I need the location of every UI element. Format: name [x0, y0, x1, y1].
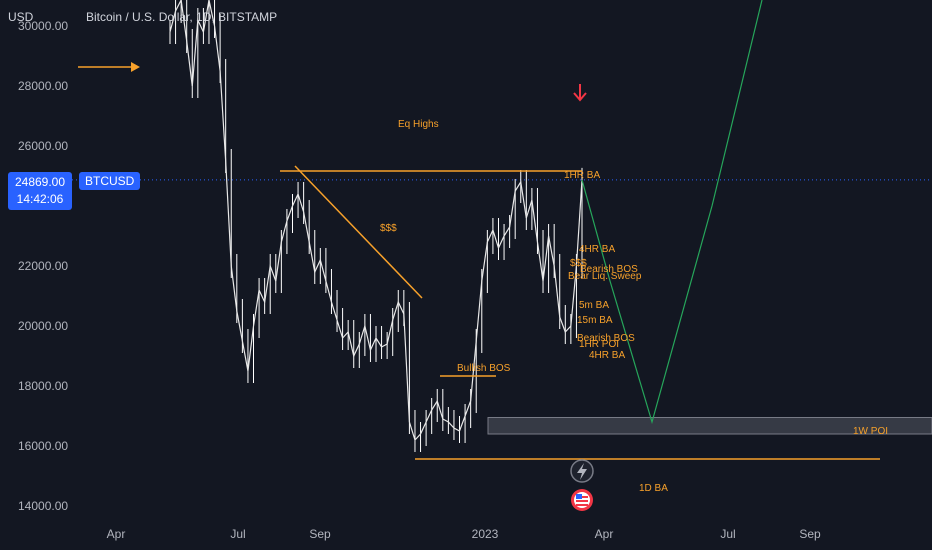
y-tick-label: 16000.00 — [18, 439, 68, 453]
y-tick-label: 26000.00 — [18, 139, 68, 153]
annotation-1hr-poi: 1HR POI — [579, 339, 619, 350]
down-arrow-icon — [573, 84, 587, 102]
y-tick-label: 14000.00 — [18, 499, 68, 513]
y-tick-label: 30000.00 — [18, 19, 68, 33]
current-price-tag: 24869.00 14:42:06 — [8, 172, 72, 210]
annotation-bearish-bos-2: Bearish BOS — [577, 333, 635, 344]
x-tick-label: Apr — [107, 527, 126, 541]
poi-zone — [487, 417, 932, 435]
trendline — [294, 165, 423, 299]
price-line — [169, 0, 583, 442]
current-price-value: 24869.00 — [14, 175, 66, 189]
x-tick-label: Jul — [720, 527, 735, 541]
annotation-liquidity-1: $$$ — [380, 223, 397, 234]
x-tick-label: Sep — [799, 527, 821, 541]
annotation-5m-ba: 5m BA — [579, 300, 609, 311]
arrow-left-head — [131, 62, 140, 72]
annotation-1w-poi: 1W POI — [853, 426, 888, 437]
annotation-1d-ba: 1D BA — [639, 483, 668, 494]
bar-countdown: 14:42:06 — [16, 192, 64, 206]
x-tick-label: Jul — [230, 527, 245, 541]
y-axis: 14000.00 16000.00 18000.00 20000.00 22000.00… — [18, 19, 68, 513]
x-axis: Apr Jul Sep 2023 Apr Jul Sep — [107, 527, 821, 541]
x-tick-label: Sep — [309, 527, 331, 541]
x-tick-label: 2023 — [472, 527, 499, 541]
symbol-tag: BTCUSD — [79, 172, 141, 190]
y-tick-label: 18000.00 — [18, 379, 68, 393]
annotation-4hr-ba-2: 4HR BA — [589, 350, 625, 361]
annotation-bullish-bos: Bullish BOS — [457, 363, 511, 374]
annotation-1hr-ba: 1HR BA — [564, 170, 600, 181]
price-series — [169, 0, 583, 452]
x-tick-label: Apr — [595, 527, 614, 541]
symbol-title[interactable]: Bitcoin / U.S. Dollar, 1D, BITSTAMP — [86, 10, 278, 24]
annotation-4hr-ba-1: 4HR BA — [579, 244, 615, 255]
y-tick-label: 28000.00 — [18, 79, 68, 93]
us-flag-icon[interactable] — [571, 489, 593, 511]
annotation-bearish-bos-1: Bearish BOS — [580, 264, 638, 275]
annotation-liquidity-2: $$$ — [570, 258, 587, 269]
annotation-15m-ba: 15m BA — [577, 315, 613, 326]
annotation-bear-liq-sweep: Bear Liq. Sweep — [568, 271, 642, 282]
currency-label: USD — [8, 10, 34, 24]
y-tick-label: 22000.00 — [18, 259, 68, 273]
annotation-eq-highs: Eq Highs — [398, 119, 439, 130]
projection-line — [581, 0, 763, 425]
y-tick-label: 20000.00 — [18, 319, 68, 333]
lightning-icon[interactable] — [570, 459, 594, 483]
